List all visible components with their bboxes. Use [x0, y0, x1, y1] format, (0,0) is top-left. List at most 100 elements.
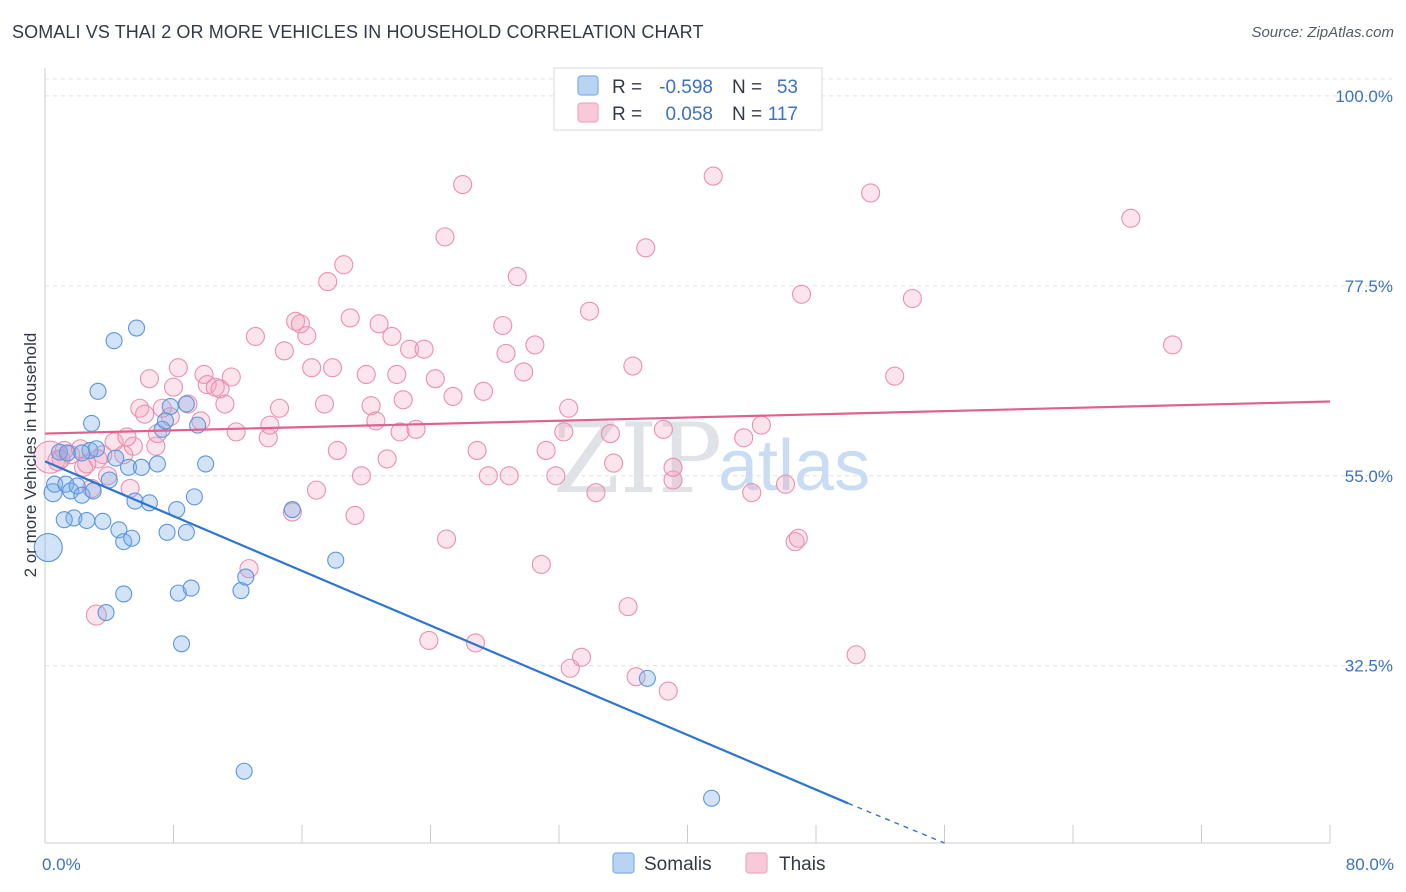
thai-point [274, 341, 294, 361]
thai-point [467, 440, 487, 460]
thai-point [636, 238, 656, 258]
thai-point [400, 339, 420, 359]
somali-point [68, 477, 86, 495]
somali-point [78, 511, 96, 530]
somali-point [55, 511, 73, 529]
thai-point [791, 284, 812, 304]
thai-point [104, 432, 124, 452]
thai-point [366, 411, 386, 431]
thai-point [77, 454, 97, 474]
thai-point [390, 422, 410, 442]
thai-point [788, 528, 808, 548]
somali-point [43, 483, 63, 503]
thai-point [345, 505, 365, 526]
watermark-atlas: atlas [718, 426, 870, 506]
somali-point [177, 523, 195, 541]
thai-point [554, 422, 574, 442]
thai-point [414, 339, 434, 359]
somali-point [89, 382, 107, 400]
somali-point [185, 488, 203, 506]
legend-thai-label: Thais [779, 854, 825, 875]
somali-point [87, 440, 105, 458]
somali-series [33, 319, 721, 807]
y-tick-label: 77.5% [1345, 277, 1393, 296]
thai-point [168, 358, 188, 378]
thai-point [902, 288, 922, 309]
watermark-zip: ZIP [553, 403, 722, 515]
thai-point [387, 364, 407, 385]
thai-point [369, 314, 389, 334]
somali-n-label: N = [732, 77, 762, 98]
thai-point [147, 424, 167, 444]
thai-point [425, 369, 445, 389]
somali-point [156, 412, 175, 430]
somali-point [158, 523, 176, 541]
thai-point [210, 379, 230, 399]
thai-point [623, 356, 643, 376]
trend-lines [44, 400, 1331, 844]
thai-point [361, 396, 381, 416]
thai-point [478, 466, 498, 486]
chart-title: SOMALI VS THAI 2 OR MORE VEHICLES IN HOU… [12, 22, 704, 42]
thai-point [785, 532, 805, 552]
thai-point [600, 424, 620, 444]
somali-point [105, 332, 123, 350]
thai-point [618, 597, 638, 617]
thai-point [453, 174, 473, 195]
thai-point [160, 407, 180, 427]
thai-point [493, 315, 513, 336]
thai-point [514, 362, 534, 382]
thai-point [742, 483, 762, 503]
thai-point [496, 343, 516, 363]
thai-point [658, 681, 678, 701]
stats-legend-box [553, 67, 823, 131]
thai-point [586, 483, 606, 503]
thai-point [139, 369, 159, 389]
somali-point [94, 512, 112, 530]
thai-trend-line [44, 400, 1331, 435]
thai-point [775, 474, 796, 494]
thai-point [245, 326, 265, 347]
thai-point [197, 375, 217, 395]
thai-point [1121, 208, 1141, 228]
thai-point [861, 183, 881, 203]
somali-point [235, 762, 253, 780]
somali-point [172, 635, 191, 653]
thai-point [604, 453, 624, 473]
somali-point [283, 500, 301, 519]
somali-point [73, 486, 91, 504]
thai-point [163, 377, 184, 397]
somali-swatch [577, 75, 599, 96]
somali-point [182, 579, 200, 597]
y-axis-title: 2 or more Vehicles in Household [21, 333, 40, 578]
somali-r-label: R = [612, 77, 642, 98]
thai-point [419, 630, 439, 650]
x-tick-label-max: 80.0% [1346, 855, 1394, 874]
series-legend: Somalis Thais [612, 852, 825, 875]
thai-point [525, 335, 545, 355]
thai-point [579, 301, 600, 321]
legend-thai-swatch [745, 852, 768, 874]
thai-point [297, 326, 317, 346]
thai-point [846, 645, 866, 665]
thai-point [703, 166, 723, 186]
thai-point [507, 266, 527, 287]
thai-point [74, 457, 94, 477]
somali-point [115, 585, 133, 603]
legend-somali-swatch [612, 852, 635, 874]
somali-point [232, 582, 250, 600]
thai-n-label: N = [732, 104, 762, 125]
thai-point [260, 415, 280, 435]
somali-point [119, 458, 138, 476]
thai-point [393, 390, 413, 410]
somali-n-value: 53 [777, 77, 798, 98]
thai-point [269, 398, 290, 418]
thai-point [437, 529, 457, 549]
thai-point [221, 367, 241, 387]
thai-n-value: 117 [768, 104, 798, 125]
thai-point [571, 647, 592, 667]
y-tick-label: 100.0% [1335, 87, 1393, 106]
thai-point [653, 419, 673, 439]
somali-point [148, 455, 166, 473]
thai-point [443, 386, 463, 406]
